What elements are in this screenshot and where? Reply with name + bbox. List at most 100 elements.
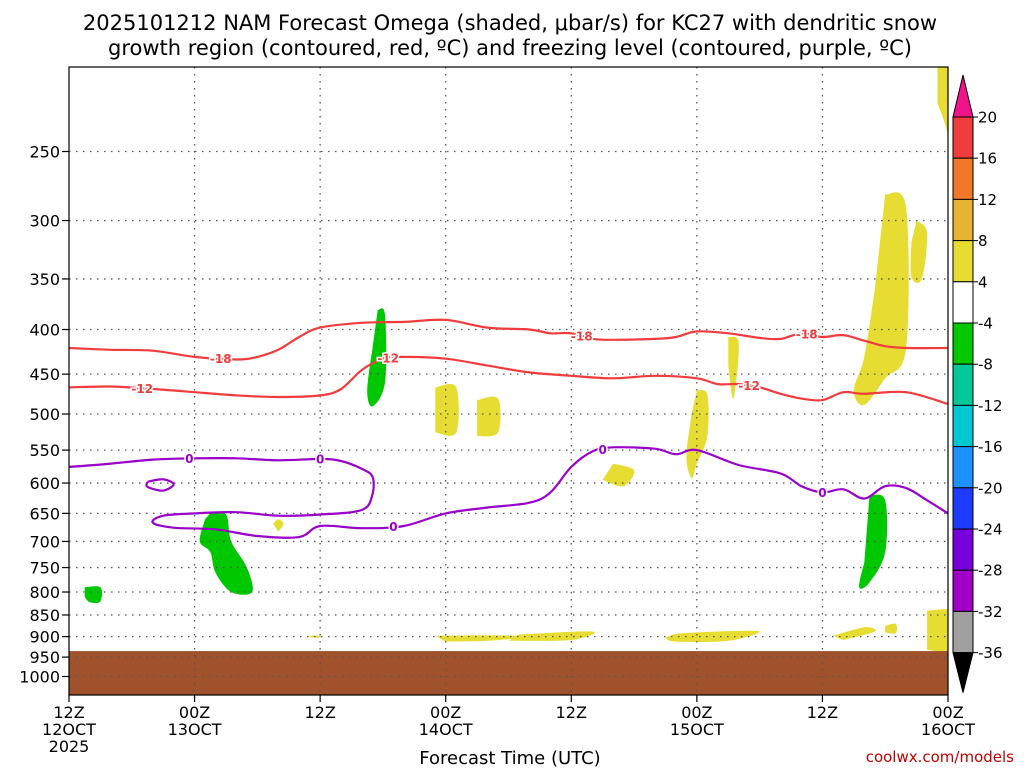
omega-shade-yellow-14: [927, 609, 948, 653]
x-tick-label-84-2: 16OCT: [921, 720, 975, 739]
omega-shade-yellow-1: [853, 192, 909, 406]
colorbar-label--32: -32: [978, 603, 1003, 621]
omega-shade-yellow-6: [435, 383, 459, 436]
svg-text:-18: -18: [796, 328, 818, 342]
svg-text:-12: -12: [131, 382, 153, 396]
colorbar-swatch-7: [952, 404, 974, 448]
contour-label-purple-2-1: 0: [184, 450, 195, 467]
colorbar-swatch-3: [952, 240, 974, 283]
svg-text:0: 0: [818, 486, 826, 500]
x-tick-label-36-2: 14OCT: [419, 720, 473, 739]
omega-shade-yellow-10: [508, 631, 595, 641]
plot-inner: -18 -18 -18 -12 -12 -12 0 0 0 0 0: [69, 67, 948, 695]
contour-label-purple-2-2: 0: [388, 519, 399, 536]
y-tick-label-300: 300: [29, 212, 60, 231]
y-tick-label-250: 250: [29, 143, 60, 162]
svg-text:-18: -18: [571, 330, 593, 344]
y-tick-label-850: 850: [29, 606, 60, 625]
omega-shade-yellow-8: [273, 519, 284, 532]
colorbar-swatch-2: [952, 198, 974, 242]
svg-text:0: 0: [389, 520, 397, 534]
colorbar-swatch-9: [952, 487, 974, 530]
y-tick-label-750: 750: [29, 559, 60, 578]
omega-shade-yellow-11: [665, 630, 760, 643]
x-tick-label-12-2: 13OCT: [168, 720, 222, 739]
contour-label-purple-2-4: 0: [817, 484, 828, 501]
x-tick-label-48-1: 12Z: [556, 703, 587, 722]
colorbar-bottom-arrow: [952, 652, 974, 693]
colorbar-swatch-4: [952, 281, 974, 324]
colorbar-label--12: -12: [978, 397, 1003, 415]
colorbar-label-4: 4: [978, 273, 988, 291]
colorbar-label-16: 16: [978, 150, 997, 168]
colorbar-swatch-6: [952, 363, 974, 406]
contour-label-red-1-1: -12: [376, 350, 401, 367]
omega-shade-yellow-15: [309, 635, 322, 638]
x-tick-label-12-1: 00Z: [179, 703, 210, 722]
y-tick-label-800: 800: [29, 583, 60, 602]
y-tick-label-900: 900: [29, 628, 60, 647]
omega-shade-yellow-4: [686, 389, 709, 479]
colorbar-top-arrow: [952, 74, 974, 118]
x-tick-label-60-2: 15OCT: [670, 720, 724, 739]
x-tick-label-0-1: 12Z: [53, 703, 84, 722]
omega-shade-yellow-0: [937, 67, 948, 136]
contour-purple-0-3: [145, 478, 175, 492]
omega-shade-yellow-13: [885, 623, 897, 634]
chart-title-line-1: 2025101212 NAM Forecast Omega (shaded, μ…: [83, 11, 937, 35]
colorbar-label--8: -8: [978, 356, 993, 374]
colorbar-swatch-5: [952, 322, 974, 365]
plot-frame: [68, 66, 949, 696]
contour-label-red-0-0: -18: [208, 351, 233, 368]
svg-text:0: 0: [598, 443, 606, 457]
y-tick-label-1000: 1000: [19, 668, 60, 687]
credit-text: coolwx.com/models: [866, 748, 1014, 766]
x-tick-label-24-1: 12Z: [304, 703, 335, 722]
colorbar-swatch-11: [952, 569, 974, 612]
contour-purple-0-2: [69, 446, 948, 539]
contour-label-red-0-2: -18: [794, 326, 819, 343]
contour-red-m18-0: [69, 318, 948, 361]
x-tick-label-36-1: 00Z: [430, 703, 461, 722]
x-tick-label-72-1: 12Z: [807, 703, 838, 722]
colorbar-label--20: -20: [978, 479, 1003, 497]
colorbar-label-20: 20: [978, 109, 997, 127]
y-tick-label-700: 700: [29, 532, 60, 551]
colorbar-swatch-1: [952, 157, 974, 200]
omega-shade-green-16: [367, 308, 387, 407]
contour-red-m12-1: [69, 355, 948, 406]
plot-area: -18 -18 -18 -12 -12 -12 0 0 0 0 0 250 300 350 400 450 50…: [19, 66, 975, 756]
contour-label-red-1-0: -12: [130, 380, 155, 397]
colorbar-label--16: -16: [978, 438, 1003, 456]
omega-shade-yellow-12: [832, 627, 876, 640]
omega-shade-yellow-5: [477, 396, 501, 437]
x-tick-label-84-1: 00Z: [932, 703, 963, 722]
chart-title-line-2: growth region (contoured, red, ºC) and f…: [108, 36, 912, 60]
contour-label-red-0-1: -18: [569, 328, 594, 345]
y-tick-label-450: 450: [29, 365, 60, 384]
colorbar-swatch-12: [952, 610, 974, 654]
x-tick-label-0-2: 12OCT: [42, 720, 96, 739]
omega-shade-yellow-7: [602, 463, 635, 487]
y-tick-label-550: 550: [29, 441, 60, 460]
colorbar-swatch-0: [952, 116, 974, 159]
omega-shade-green-19: [858, 494, 888, 589]
omega-shade-yellow-9: [435, 635, 530, 642]
y-tick-label-500: 500: [29, 405, 60, 424]
svg-text:0: 0: [316, 452, 324, 466]
colorbar-label--24: -24: [978, 521, 1003, 539]
contour-label-purple-2-3: 0: [597, 441, 608, 458]
colorbar-swatch-10: [952, 528, 974, 571]
svg-text:0: 0: [185, 452, 193, 466]
contour-label-red-1-2: -12: [737, 378, 762, 395]
y-tick-label-600: 600: [29, 474, 60, 493]
contour-label-purple-2-0: 0: [314, 451, 325, 468]
omega-shade-yellow-2: [910, 220, 928, 284]
colorbar: 20 16 12 8 4 -4 -8 -12 -16 -20 -24 -28 -32 -36: [952, 74, 1003, 693]
y-tick-label-650: 650: [29, 504, 60, 523]
svg-text:-12: -12: [377, 352, 399, 366]
colorbar-label--28: -28: [978, 562, 1003, 580]
colorbar-label-12: 12: [978, 191, 997, 209]
omega-shade-green-17: [199, 512, 253, 595]
colorbar-label--36: -36: [978, 644, 1003, 662]
